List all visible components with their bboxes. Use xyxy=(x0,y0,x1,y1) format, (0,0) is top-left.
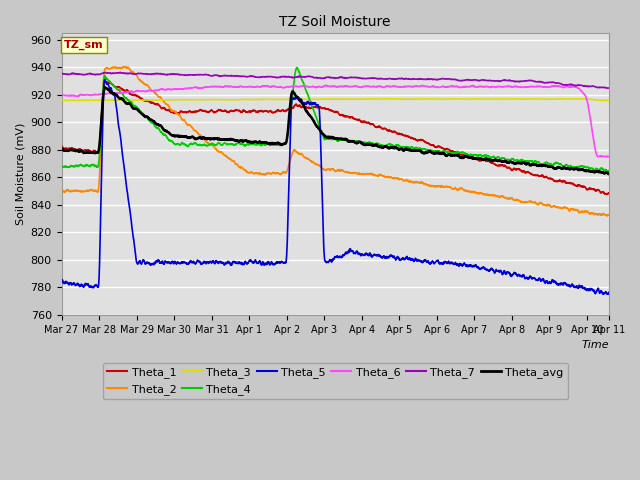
Theta_6 xyxy=(383,83,390,89)
Theta_7 xyxy=(58,71,65,76)
Theta_5 xyxy=(563,281,570,287)
Theta_1 xyxy=(605,190,612,196)
Theta_7 xyxy=(406,76,413,82)
Line: Theta_3: Theta_3 xyxy=(61,99,609,100)
Theta_5 xyxy=(605,289,612,295)
Line: Theta_avg: Theta_avg xyxy=(61,87,609,174)
Line: Theta_5: Theta_5 xyxy=(61,80,609,294)
Theta_7 xyxy=(316,75,324,81)
Theta_3 xyxy=(563,96,570,102)
Theta_2 xyxy=(383,174,390,180)
Theta_2 xyxy=(172,109,180,115)
Line: Theta_6: Theta_6 xyxy=(61,85,609,157)
Theta_avg xyxy=(172,133,180,139)
Theta_1 xyxy=(58,143,65,149)
Theta_1 xyxy=(602,192,610,197)
Theta_6 xyxy=(316,84,324,89)
Theta_7 xyxy=(604,85,612,91)
Theta_2 xyxy=(316,163,324,168)
Theta_5 xyxy=(101,77,109,83)
Theta_5 xyxy=(383,254,390,260)
Theta_4 xyxy=(563,162,570,168)
Theta_6 xyxy=(406,84,413,89)
Theta_1 xyxy=(563,180,570,186)
Theta_avg xyxy=(101,84,109,90)
Theta_avg xyxy=(406,147,413,153)
Theta_avg xyxy=(563,166,570,171)
Theta_6 xyxy=(58,92,65,97)
Theta_6 xyxy=(605,154,612,159)
Theta_avg xyxy=(58,146,65,152)
Theta_4 xyxy=(605,168,612,174)
Theta_7 xyxy=(116,70,124,75)
Theta_avg xyxy=(605,171,612,177)
Theta_4 xyxy=(58,163,65,168)
Theta_1 xyxy=(101,79,109,84)
Theta_4 xyxy=(316,125,324,131)
Theta_2 xyxy=(605,212,612,218)
Theta_6 xyxy=(322,83,330,88)
Theta_7 xyxy=(256,74,264,80)
Theta_4 xyxy=(293,65,301,71)
Title: TZ Soil Moisture: TZ Soil Moisture xyxy=(280,15,391,29)
Theta_5 xyxy=(604,291,611,297)
Theta_3 xyxy=(255,96,263,102)
Theta_3 xyxy=(383,96,390,102)
Theta_5 xyxy=(256,258,264,264)
Theta_6 xyxy=(604,154,612,160)
Theta_2 xyxy=(58,189,65,194)
Theta_1 xyxy=(172,109,180,115)
Theta_avg xyxy=(383,144,390,149)
Theta_1 xyxy=(316,104,324,110)
Line: Theta_4: Theta_4 xyxy=(61,68,609,171)
Legend: Theta_1, Theta_2, Theta_3, Theta_4, Theta_5, Theta_6, Theta_7, Theta_avg: Theta_1, Theta_2, Theta_3, Theta_4, Thet… xyxy=(102,363,568,399)
Theta_3 xyxy=(406,96,413,102)
Theta_6 xyxy=(255,84,263,90)
Theta_5 xyxy=(172,260,180,266)
Line: Theta_2: Theta_2 xyxy=(61,67,609,216)
Theta_7 xyxy=(383,76,390,82)
Line: Theta_1: Theta_1 xyxy=(61,82,609,194)
Theta_2 xyxy=(406,179,413,184)
Theta_5 xyxy=(316,119,324,125)
Theta_4 xyxy=(406,145,413,151)
Theta_2 xyxy=(563,205,570,211)
Theta_4 xyxy=(172,142,180,147)
Theta_7 xyxy=(172,72,180,77)
Theta_7 xyxy=(563,82,570,88)
Theta_5 xyxy=(58,276,65,282)
Theta_3 xyxy=(316,96,324,102)
Theta_6 xyxy=(172,86,180,92)
Theta_3 xyxy=(172,97,180,103)
Theta_7 xyxy=(605,85,612,91)
Y-axis label: Soil Moisture (mV): Soil Moisture (mV) xyxy=(15,123,25,225)
Theta_1 xyxy=(406,134,413,140)
X-axis label: Time: Time xyxy=(581,340,609,350)
Theta_5 xyxy=(406,255,413,261)
Text: TZ_sm: TZ_sm xyxy=(64,40,104,50)
Theta_4 xyxy=(383,143,390,148)
Theta_2 xyxy=(603,213,611,219)
Theta_avg xyxy=(256,139,264,145)
Theta_4 xyxy=(605,168,612,174)
Theta_6 xyxy=(563,84,570,89)
Theta_4 xyxy=(255,142,263,147)
Theta_3 xyxy=(58,97,65,103)
Theta_1 xyxy=(383,127,390,132)
Theta_2 xyxy=(120,64,127,70)
Theta_3 xyxy=(386,96,394,102)
Line: Theta_7: Theta_7 xyxy=(61,72,609,88)
Theta_1 xyxy=(256,108,264,114)
Theta_avg xyxy=(605,171,612,177)
Theta_avg xyxy=(316,127,324,133)
Theta_2 xyxy=(256,171,264,177)
Theta_3 xyxy=(605,97,612,103)
